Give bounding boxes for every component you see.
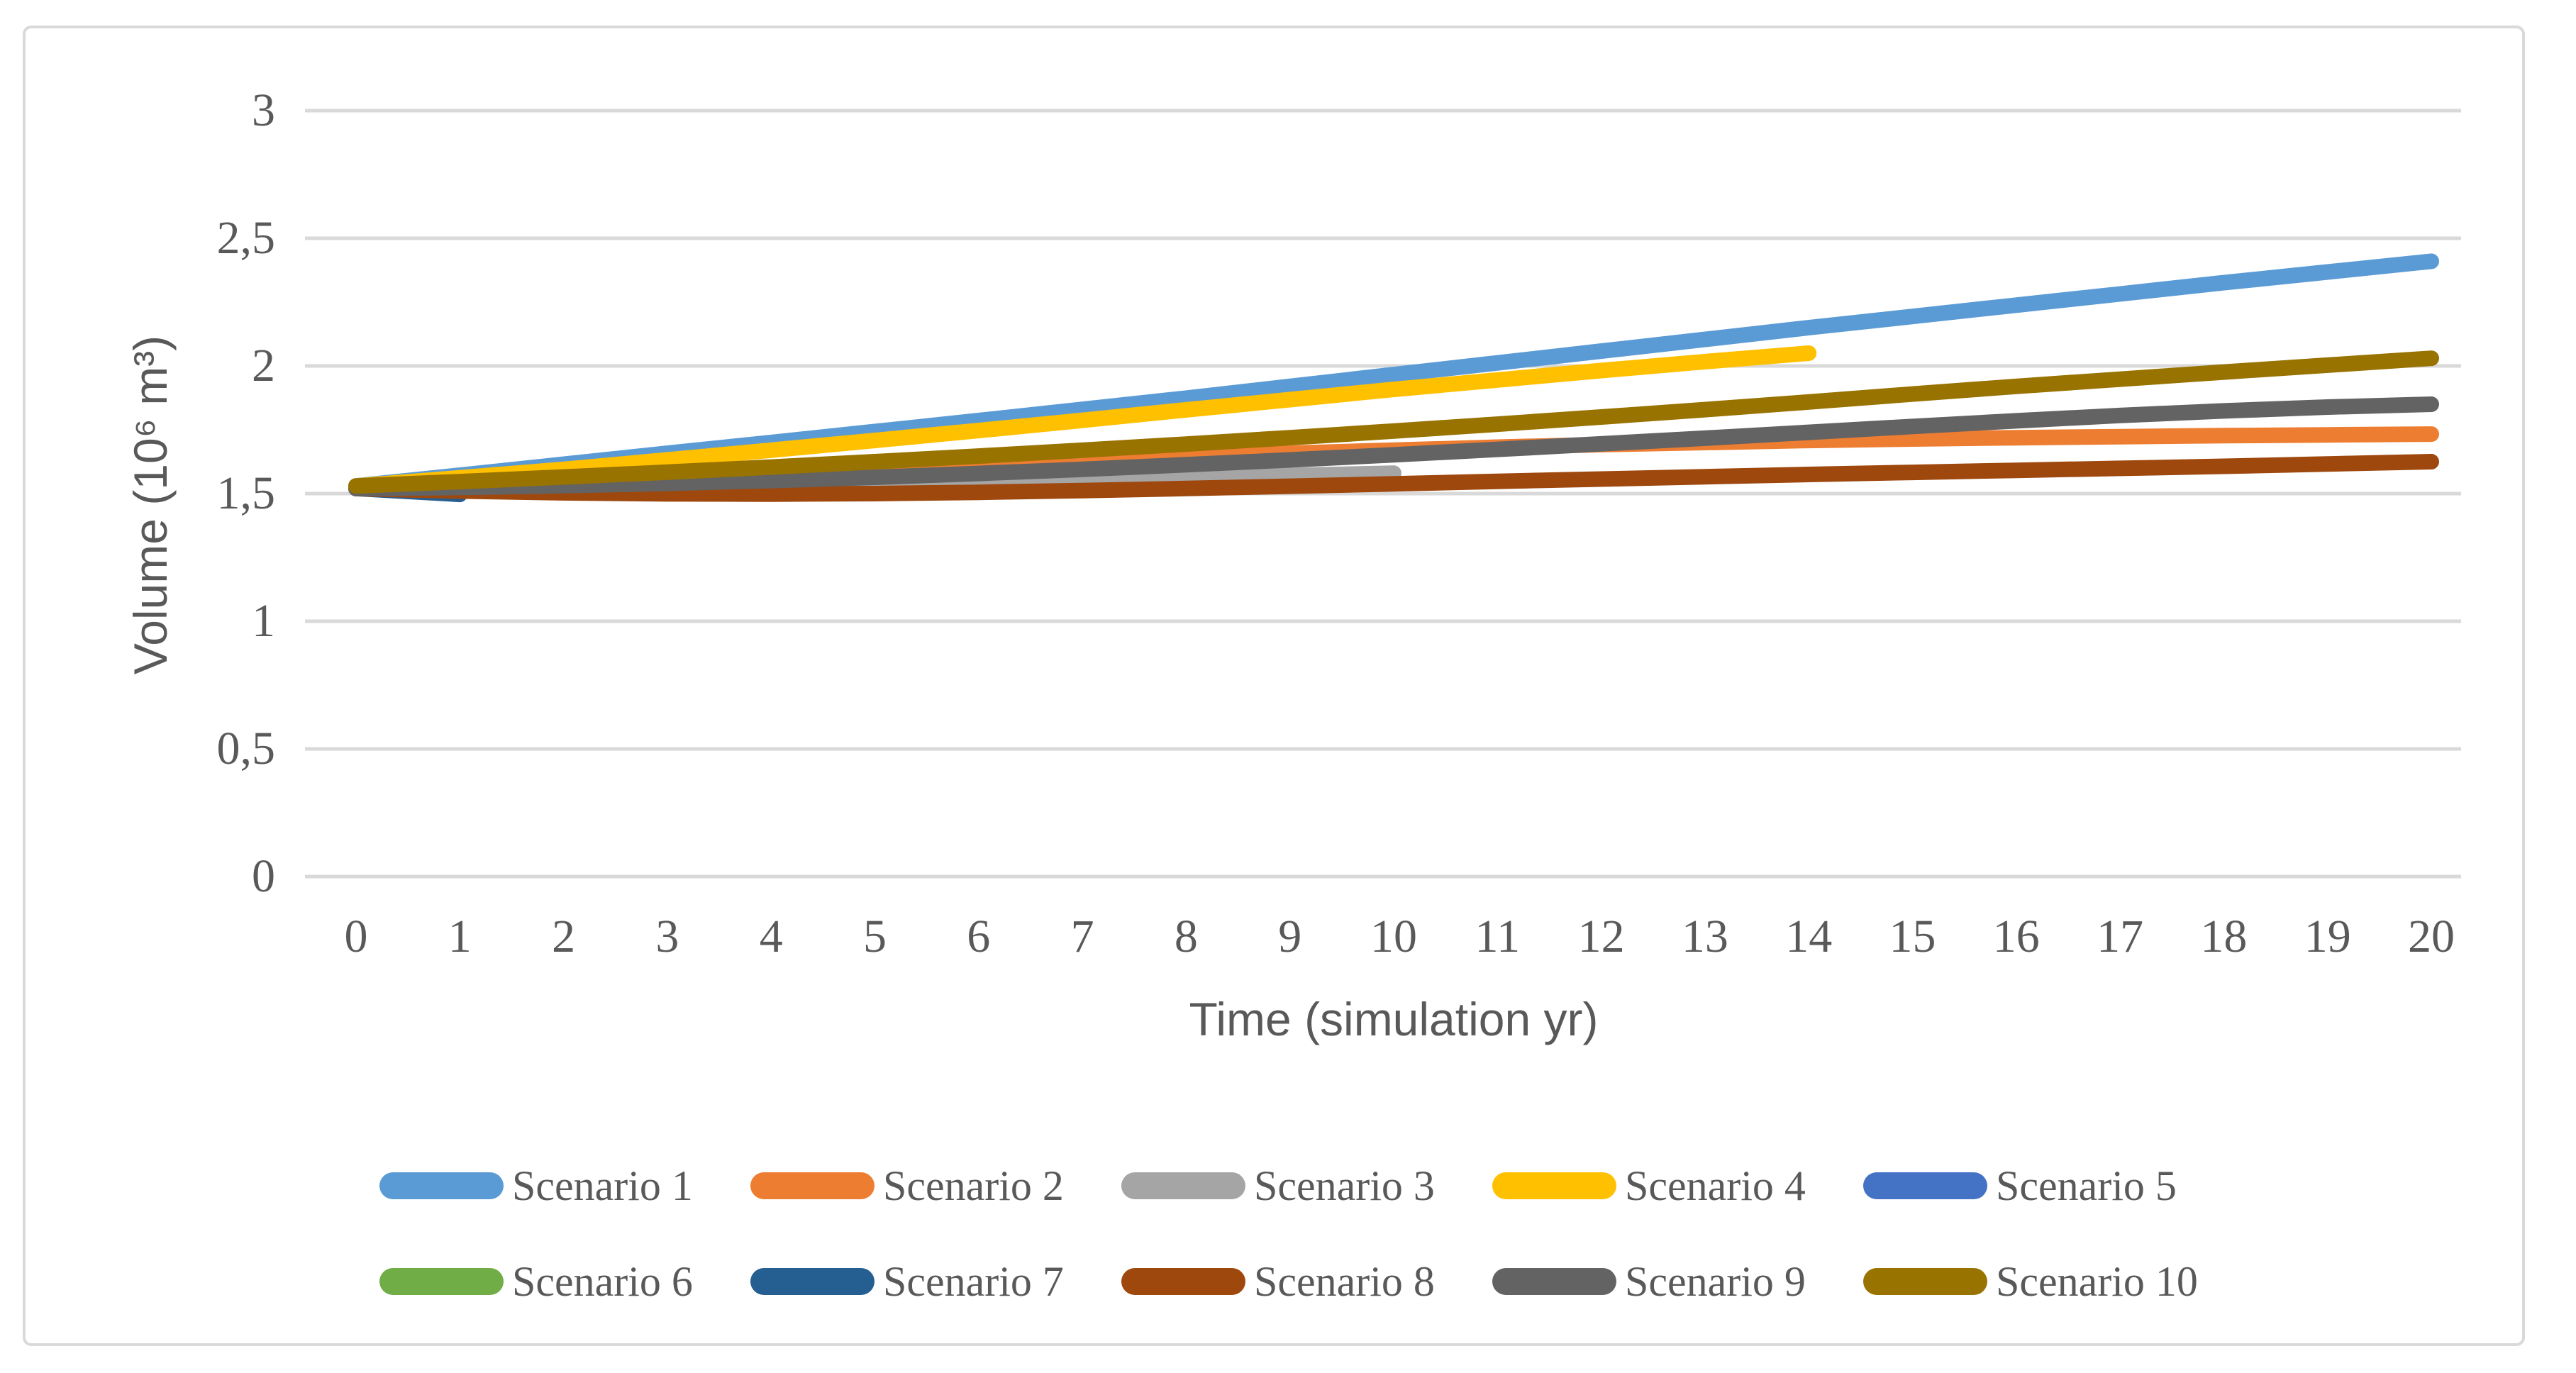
legend-item-scenario-10: Scenario 10: [1863, 1256, 2198, 1307]
y-tick-label-2,5: 2,5: [216, 212, 276, 264]
x-tick-label-8: 8: [1174, 911, 1198, 962]
x-tick-label-20: 20: [2408, 911, 2455, 962]
y-tick-label-0,5: 0,5: [216, 723, 276, 774]
x-tick-label-18: 18: [2200, 911, 2248, 962]
legend-label: Scenario 6: [512, 1258, 693, 1305]
x-tick-label-2: 2: [552, 911, 576, 962]
x-tick-label-11: 11: [1475, 911, 1521, 962]
x-tick-label-13: 13: [1681, 911, 1728, 962]
series-line-scenario-4: [348, 345, 1817, 494]
legend-label: Scenario 1: [512, 1162, 693, 1209]
legend-label: Scenario 4: [1625, 1162, 1806, 1209]
legend-swatch-icon: [1492, 1172, 1616, 1199]
legend-item-scenario-1: Scenario 1: [379, 1160, 693, 1211]
series-line-scenario-8: [348, 454, 2439, 502]
x-axis-title: Time (simulation yr): [1189, 993, 1599, 1045]
legend-swatch-icon: [1121, 1268, 1245, 1295]
legend-swatch-icon: [1492, 1268, 1616, 1295]
legend-item-scenario-7: Scenario 7: [750, 1256, 1064, 1307]
legend-swatch-icon: [750, 1268, 875, 1295]
x-tick-label-9: 9: [1278, 911, 1302, 962]
series-line-scenario-9: [348, 396, 2439, 496]
legend-swatch-icon: [379, 1268, 504, 1295]
legend-item-scenario-4: Scenario 4: [1492, 1160, 1806, 1211]
x-tick-label-16: 16: [1992, 911, 2040, 962]
legend-swatch-icon: [1121, 1172, 1245, 1199]
legend-label: Scenario 3: [1254, 1162, 1435, 1209]
legend-swatch-icon: [379, 1172, 504, 1199]
legend-item-scenario-6: Scenario 6: [379, 1256, 693, 1307]
legend-label: Scenario 9: [1625, 1258, 1806, 1305]
legend-item-scenario-5: Scenario 5: [1863, 1160, 2177, 1211]
legend-label: Scenario 7: [883, 1258, 1064, 1305]
figure-border: [23, 26, 2525, 1346]
y-axis-title: Volume (10⁶ m³): [124, 335, 177, 675]
legend-item-scenario-9: Scenario 9: [1492, 1256, 1806, 1307]
x-tick-label-3: 3: [655, 911, 679, 962]
x-tick-label-17: 17: [2097, 911, 2144, 962]
legend-label: Scenario 2: [883, 1162, 1064, 1209]
x-tick-label-5: 5: [863, 911, 887, 962]
x-tick-label-1: 1: [448, 911, 472, 962]
x-tick-label-14: 14: [1785, 911, 1833, 962]
legend-item-scenario-2: Scenario 2: [750, 1160, 1064, 1211]
y-tick-label-2: 2: [252, 340, 275, 391]
x-tick-label-19: 19: [2304, 911, 2351, 962]
y-tick-label-0: 0: [252, 850, 275, 902]
legend-swatch-icon: [1863, 1172, 1987, 1199]
legend-swatch-icon: [1863, 1268, 1987, 1295]
series-lines: [348, 253, 2439, 503]
x-tick-label-12: 12: [1577, 911, 1625, 962]
y-tick-label-3: 3: [252, 84, 275, 136]
y-tick-label-1: 1: [252, 595, 275, 647]
legend-item-scenario-3: Scenario 3: [1121, 1160, 1435, 1211]
x-tick-label-10: 10: [1370, 911, 1417, 962]
x-tick-label-6: 6: [967, 911, 991, 962]
x-tick-label-4: 4: [759, 911, 783, 962]
legend-swatch-icon: [750, 1172, 875, 1199]
series-line-scenario-10: [348, 350, 2439, 494]
legend-label: Scenario 8: [1254, 1258, 1435, 1305]
legend-item-scenario-8: Scenario 8: [1121, 1256, 1435, 1307]
y-tick-label-1,5: 1,5: [216, 467, 276, 519]
x-tick-label-7: 7: [1070, 911, 1094, 962]
x-tick-label-0: 0: [344, 911, 368, 962]
legend-label: Scenario 10: [1996, 1258, 2198, 1305]
x-tick-label-15: 15: [1889, 911, 1936, 962]
legend-label: Scenario 5: [1996, 1162, 2177, 1209]
